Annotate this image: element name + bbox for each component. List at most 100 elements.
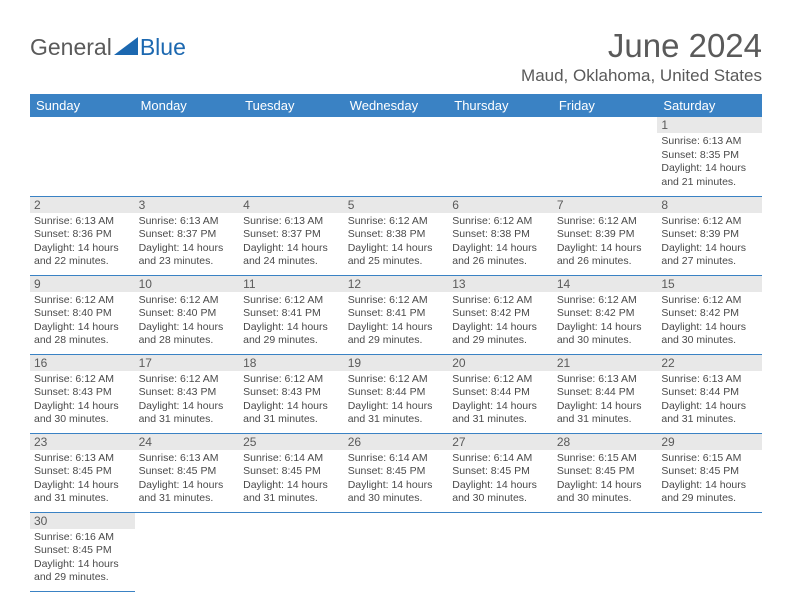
sunset-text: Sunset: 8:37 PM: [243, 228, 340, 241]
location: Maud, Oklahoma, United States: [521, 66, 762, 86]
day-cell: [344, 512, 449, 591]
day-cell: [448, 117, 553, 196]
sunrise-text: Sunrise: 6:15 AM: [557, 452, 654, 465]
daylight-text: Daylight: 14 hours: [452, 479, 549, 492]
daylight-text: and 31 minutes.: [661, 413, 758, 426]
day-details: Sunrise: 6:12 AMSunset: 8:44 PMDaylight:…: [448, 371, 553, 429]
day-header: Tuesday: [239, 94, 344, 117]
day-cell: [657, 512, 762, 591]
day-cell: [448, 512, 553, 591]
day-cell: 19Sunrise: 6:12 AMSunset: 8:44 PMDayligh…: [344, 354, 449, 433]
day-details: Sunrise: 6:12 AMSunset: 8:43 PMDaylight:…: [30, 371, 135, 429]
sunrise-text: Sunrise: 6:12 AM: [452, 294, 549, 307]
daylight-text: and 31 minutes.: [557, 413, 654, 426]
daylight-text: Daylight: 14 hours: [34, 400, 131, 413]
calendar-page: General Blue June 2024 Maud, Oklahoma, U…: [0, 0, 792, 612]
sunset-text: Sunset: 8:44 PM: [661, 386, 758, 399]
day-details: Sunrise: 6:12 AMSunset: 8:41 PMDaylight:…: [344, 292, 449, 350]
day-cell: 15Sunrise: 6:12 AMSunset: 8:42 PMDayligh…: [657, 275, 762, 354]
sunset-text: Sunset: 8:38 PM: [452, 228, 549, 241]
day-number: 18: [239, 355, 344, 371]
daylight-text: and 31 minutes.: [139, 492, 236, 505]
week-row: 30Sunrise: 6:16 AMSunset: 8:45 PMDayligh…: [30, 512, 762, 591]
day-cell: 17Sunrise: 6:12 AMSunset: 8:43 PMDayligh…: [135, 354, 240, 433]
day-details: Sunrise: 6:12 AMSunset: 8:42 PMDaylight:…: [657, 292, 762, 350]
day-number: 8: [657, 197, 762, 213]
sunrise-text: Sunrise: 6:12 AM: [348, 373, 445, 386]
daylight-text: and 26 minutes.: [557, 255, 654, 268]
daylight-text: Daylight: 14 hours: [661, 162, 758, 175]
day-number: 3: [135, 197, 240, 213]
sail-icon: [114, 37, 138, 55]
logo-text-blue: Blue: [140, 34, 186, 61]
day-number: 6: [448, 197, 553, 213]
day-header: Saturday: [657, 94, 762, 117]
day-cell: 16Sunrise: 6:12 AMSunset: 8:43 PMDayligh…: [30, 354, 135, 433]
day-details: Sunrise: 6:13 AMSunset: 8:37 PMDaylight:…: [135, 213, 240, 271]
day-number: 16: [30, 355, 135, 371]
daylight-text: and 30 minutes.: [557, 492, 654, 505]
daylight-text: Daylight: 14 hours: [557, 479, 654, 492]
daylight-text: Daylight: 14 hours: [452, 242, 549, 255]
daylight-text: Daylight: 14 hours: [557, 321, 654, 334]
day-details: Sunrise: 6:12 AMSunset: 8:40 PMDaylight:…: [30, 292, 135, 350]
day-cell: [135, 512, 240, 591]
sunset-text: Sunset: 8:44 PM: [348, 386, 445, 399]
sunrise-text: Sunrise: 6:12 AM: [139, 373, 236, 386]
daylight-text: and 30 minutes.: [661, 334, 758, 347]
daylight-text: Daylight: 14 hours: [139, 479, 236, 492]
day-number: 14: [553, 276, 658, 292]
day-number: 23: [30, 434, 135, 450]
sunset-text: Sunset: 8:43 PM: [243, 386, 340, 399]
sunrise-text: Sunrise: 6:12 AM: [348, 215, 445, 228]
daylight-text: Daylight: 14 hours: [139, 242, 236, 255]
day-header: Sunday: [30, 94, 135, 117]
day-number: 12: [344, 276, 449, 292]
sunrise-text: Sunrise: 6:13 AM: [139, 452, 236, 465]
day-number: 22: [657, 355, 762, 371]
sunset-text: Sunset: 8:36 PM: [34, 228, 131, 241]
day-details: Sunrise: 6:13 AMSunset: 8:36 PMDaylight:…: [30, 213, 135, 271]
sunrise-text: Sunrise: 6:12 AM: [34, 373, 131, 386]
day-number: 5: [344, 197, 449, 213]
day-details: Sunrise: 6:12 AMSunset: 8:41 PMDaylight:…: [239, 292, 344, 350]
daylight-text: Daylight: 14 hours: [452, 321, 549, 334]
sunset-text: Sunset: 8:42 PM: [557, 307, 654, 320]
daylight-text: Daylight: 14 hours: [34, 479, 131, 492]
day-cell: 8Sunrise: 6:12 AMSunset: 8:39 PMDaylight…: [657, 196, 762, 275]
day-number: 2: [30, 197, 135, 213]
daylight-text: Daylight: 14 hours: [34, 321, 131, 334]
sunset-text: Sunset: 8:45 PM: [348, 465, 445, 478]
day-cell: 6Sunrise: 6:12 AMSunset: 8:38 PMDaylight…: [448, 196, 553, 275]
daylight-text: and 30 minutes.: [348, 492, 445, 505]
sunset-text: Sunset: 8:44 PM: [557, 386, 654, 399]
daylight-text: Daylight: 14 hours: [139, 400, 236, 413]
day-number: 1: [657, 117, 762, 133]
day-cell: 3Sunrise: 6:13 AMSunset: 8:37 PMDaylight…: [135, 196, 240, 275]
daylight-text: and 31 minutes.: [34, 492, 131, 505]
day-cell: 20Sunrise: 6:12 AMSunset: 8:44 PMDayligh…: [448, 354, 553, 433]
day-details: Sunrise: 6:12 AMSunset: 8:38 PMDaylight:…: [344, 213, 449, 271]
day-cell: 9Sunrise: 6:12 AMSunset: 8:40 PMDaylight…: [30, 275, 135, 354]
day-number: 15: [657, 276, 762, 292]
sunrise-text: Sunrise: 6:13 AM: [661, 373, 758, 386]
daylight-text: Daylight: 14 hours: [34, 558, 131, 571]
daylight-text: Daylight: 14 hours: [661, 400, 758, 413]
sunset-text: Sunset: 8:43 PM: [34, 386, 131, 399]
day-details: Sunrise: 6:12 AMSunset: 8:43 PMDaylight:…: [239, 371, 344, 429]
sunset-text: Sunset: 8:45 PM: [243, 465, 340, 478]
daylight-text: and 22 minutes.: [34, 255, 131, 268]
day-cell: 10Sunrise: 6:12 AMSunset: 8:40 PMDayligh…: [135, 275, 240, 354]
day-cell: [239, 117, 344, 196]
day-cell: 24Sunrise: 6:13 AMSunset: 8:45 PMDayligh…: [135, 433, 240, 512]
day-number: 29: [657, 434, 762, 450]
day-details: Sunrise: 6:12 AMSunset: 8:39 PMDaylight:…: [553, 213, 658, 271]
daylight-text: and 23 minutes.: [139, 255, 236, 268]
day-cell: [553, 512, 658, 591]
sunset-text: Sunset: 8:45 PM: [661, 465, 758, 478]
day-number: 21: [553, 355, 658, 371]
day-cell: 28Sunrise: 6:15 AMSunset: 8:45 PMDayligh…: [553, 433, 658, 512]
logo-text-general: General: [30, 34, 112, 61]
day-cell: 4Sunrise: 6:13 AMSunset: 8:37 PMDaylight…: [239, 196, 344, 275]
sunrise-text: Sunrise: 6:12 AM: [661, 294, 758, 307]
